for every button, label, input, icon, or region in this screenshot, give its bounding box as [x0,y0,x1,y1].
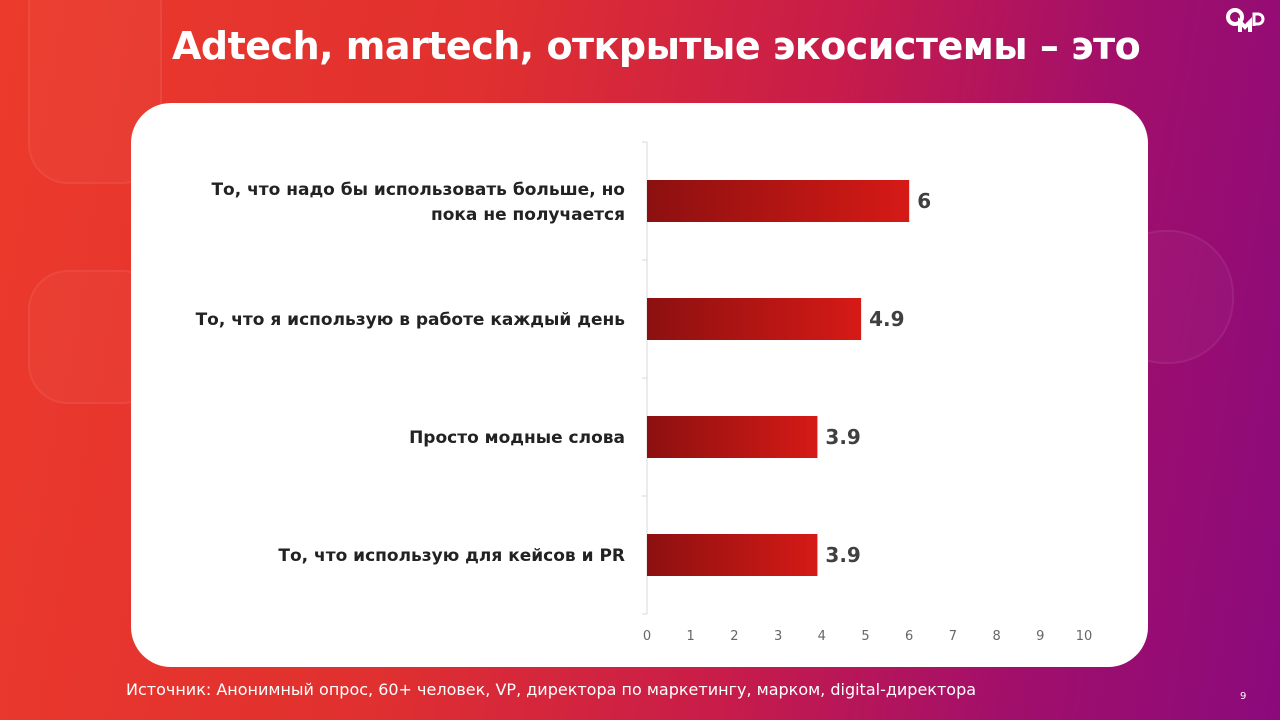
x-tick-label: 1 [687,629,695,644]
bar [647,180,910,222]
page-number: 9 [1240,691,1247,702]
x-tick-label: 3 [774,629,782,644]
bar-chart: 6 То, что надо бы использовать больше, но… [196,141,1093,644]
x-tick-label: 2 [730,629,738,644]
x-tick-label: 4 [818,629,826,644]
x-tick-label: 9 [1036,629,1044,644]
slide-title: Adtech, martech, открытые экосистемы – э… [172,24,1141,68]
x-tick-label: 8 [992,629,1000,644]
x-tick-label: 7 [949,629,957,644]
value-label: 6 [917,189,931,213]
x-tick-label: 5 [861,629,869,644]
bar [647,534,818,576]
chart-card: 6 То, что надо бы использовать больше, но… [131,103,1148,667]
decor-shape [28,0,162,184]
source-note: Источник: Анонимный опрос, 60+ человек, … [126,680,977,699]
bar [647,298,862,340]
x-tick-label: 0 [643,629,651,644]
value-label: 3.9 [825,543,860,567]
x-tick-label: 10 [1076,629,1093,644]
category-label: То, что я использую в работе каждый день [196,310,625,330]
bar [647,416,818,458]
category-label: То, что надо бы использовать больше, но п… [211,180,625,225]
value-label: 3.9 [825,425,860,449]
omd-logo [1226,8,1265,32]
x-tick-label: 6 [905,629,913,644]
category-label: Просто модные слова [409,428,625,448]
category-label: То, что использую для кейсов и PR [278,546,625,566]
value-label: 4.9 [869,307,904,331]
